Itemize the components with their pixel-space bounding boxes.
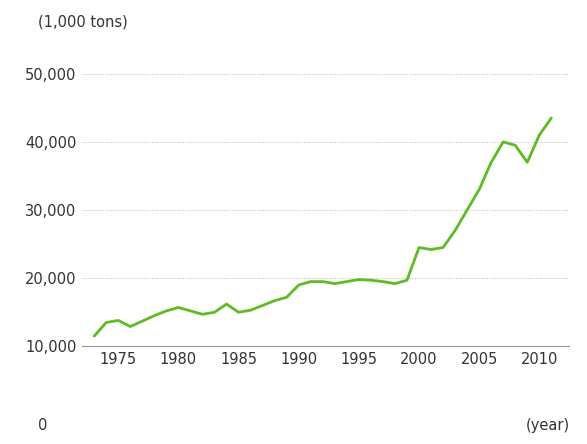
Text: (year): (year) — [525, 418, 569, 433]
Text: (1,000 tons): (1,000 tons) — [38, 15, 128, 30]
Text: 0: 0 — [38, 418, 48, 433]
